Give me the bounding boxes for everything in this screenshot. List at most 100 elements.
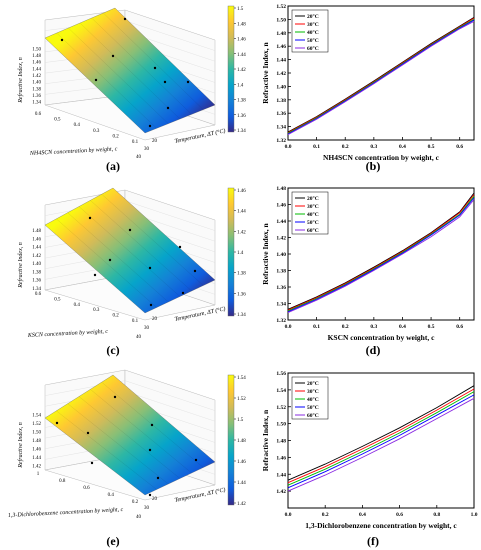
x-tick-label: 0.6 [35,112,42,117]
series-line-3 [287,19,475,134]
y-tick-label: 1.44 [276,58,286,64]
z-tick-label: 1.50 [32,47,41,52]
x-tick-label: 1 [37,472,40,477]
legend-label-1: 20°C [307,195,319,202]
colorbar-tick-label: 1.5 [237,7,244,12]
mesh-line [78,396,181,479]
panel-label-a: (a) [106,159,120,173]
y-tick-label: 1.34 [276,302,286,308]
y-tick-label: 1.42 [276,71,286,77]
colorbar-tick-label: 1.44 [237,210,246,215]
measured-point [148,124,152,128]
series-line-2 [287,17,475,133]
x-tick-label: 0.2 [322,512,329,518]
x-tick-label: 0.2 [342,324,349,330]
measured-point [163,80,167,84]
x-tick-label: 0.3 [370,144,377,150]
mesh-line [68,27,169,124]
legend-label-5: 60°C [307,45,319,52]
measured-point [86,431,90,435]
y-tick-label: 1.54 [276,388,286,394]
x-tick-label: 0.4 [399,144,406,150]
surface-plot-c: 1.34 1.36 1.38 1.40 1.42 1.44 1.46 1.48 0.6 0.5 0.… [17,187,246,340]
mesh-line [67,403,169,485]
measured-point [148,448,152,452]
measured-point [193,269,197,273]
mesh-line [56,410,157,490]
y-tick-label: 1.40 [276,84,286,90]
y-tick-label: 1.46 [276,44,286,50]
measured-point [55,421,59,425]
mesh-line [56,218,157,308]
y-tick-label: 30 [144,326,150,331]
surface [44,7,216,134]
colorbar-tick-label: 1.36 [237,114,246,119]
x-tick-label: 0.6 [396,512,403,518]
series-line-4 [287,197,475,313]
y-tick-label: 1.52 [276,405,286,411]
panel-label-f: (f) [367,534,379,548]
colorbar-tick-label: 1.46 [237,460,246,465]
z-tick-label: 1.44 [32,67,41,72]
x-tick-label: 0.5 [54,118,61,123]
grid-line [124,20,216,51]
z-axis-label: Refractive Index, n [17,242,24,288]
z-tick-label: 1.34 [32,287,41,292]
x-tick-label: 0.2 [112,134,119,139]
legend-label-4: 50°C [307,219,319,226]
series-line-4 [287,394,475,489]
legend-label-2: 30°C [307,21,319,28]
series-line-5 [287,199,475,314]
x-tick-label: 0.5 [428,324,435,330]
panel-label-b: (b) [366,159,381,173]
mesh-line [78,206,181,297]
series-line-1 [287,17,475,133]
colorbar-tick-label: 1.42 [237,68,246,73]
x-tick-label: 0.1 [313,324,320,330]
x-tick-label: 1.0 [471,512,478,518]
colorbar-tick-label: 1.54 [237,376,246,381]
x-tick-label: 0.6 [456,144,463,150]
legend: 20°C30°C40°C50°C60°C [291,191,329,235]
y-tick-label: 20 [152,317,158,322]
colorbar-tick-label: 1.4 [237,83,244,88]
colorbar-tick-label: 1.46 [237,38,246,43]
measured-point [113,395,117,399]
colorbar [227,187,235,317]
y-tick-label: 1.32 [276,318,286,324]
measured-point [149,303,153,307]
x-tick-label: 0.1 [132,319,139,324]
y-tick-label: 1.32 [276,138,286,144]
y-tick-label: 1.40 [276,252,286,258]
panel-label-d: (d) [366,343,381,357]
x-tick-label: 0.5 [54,297,61,302]
series-line-2 [287,388,475,484]
colorbar-tick-label: 1.44 [237,53,246,58]
z-tick-label: 1.44 [32,456,41,461]
x-tick-label: 0.0 [285,144,292,150]
x-axis-label: KSCN concentration by weight, c [27,329,109,339]
colorbar-tick-label: 1.42 [237,230,246,235]
colorbar-tick-label: 1.4 [237,251,244,256]
colorbar-tick-label: 1.42 [237,502,246,507]
y-axis-label: Refractive Index, n [261,222,270,284]
x-tick-label: 0.8 [59,479,66,484]
z-axis-label: Refractive Index, n [17,57,24,103]
legend-label-4: 50°C [307,37,319,44]
z-tick-label: 1.52 [32,422,41,427]
measured-point [123,17,127,21]
y-tick-label: 40 [136,335,142,340]
line-chart-d: 0.0 0.1 0.2 0.3 0.4 0.5 0.6 1.32 1.34 1.36 1.38 1.4… [261,186,475,342]
z-tick-label: 1.46 [32,237,41,242]
legend-box [291,9,329,53]
series-line-5 [287,21,475,135]
measured-point [181,291,185,295]
panel-label-c: (c) [106,343,119,357]
colorbar-tick-label: 1.38 [237,99,246,104]
legend-label-3: 40°C [307,29,319,36]
x-tick-label: 0.2 [342,144,349,150]
legend-label-3: 40°C [307,396,319,403]
y-tick-label: 1.48 [276,31,286,37]
measured-point [111,54,115,58]
